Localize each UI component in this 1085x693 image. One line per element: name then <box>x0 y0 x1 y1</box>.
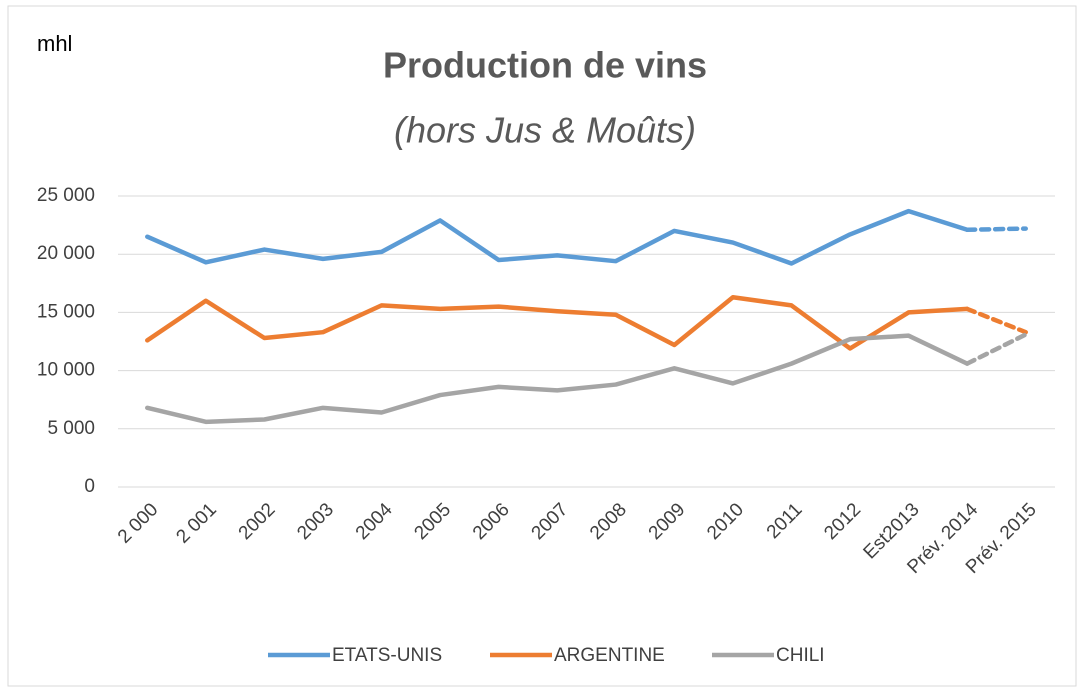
legend-label: CHILI <box>776 645 825 666</box>
legend-label: ARGENTINE <box>554 645 665 666</box>
y-tick-label: 0 <box>84 476 95 497</box>
y-tick-label: 5 000 <box>47 418 95 439</box>
legend-label: ETATS-UNIS <box>332 645 442 666</box>
series-line <box>145 208 970 266</box>
y-tick-label: 10 000 <box>37 360 95 381</box>
y-tick-label: 20 000 <box>37 243 95 264</box>
chart-title: Production de vins <box>383 45 707 86</box>
series-line <box>145 295 970 351</box>
series-line <box>145 333 970 425</box>
series-line <box>964 306 1028 335</box>
series-line <box>964 332 1028 366</box>
y-tick-label: 15 000 <box>37 301 95 322</box>
y-axis-label: mhl <box>37 31 72 56</box>
series-line <box>964 226 1028 233</box>
chart-subtitle: (hors Jus & Moûts) <box>394 110 696 151</box>
y-tick-label: 25 000 <box>37 185 95 206</box>
chart-border <box>7 5 1077 687</box>
